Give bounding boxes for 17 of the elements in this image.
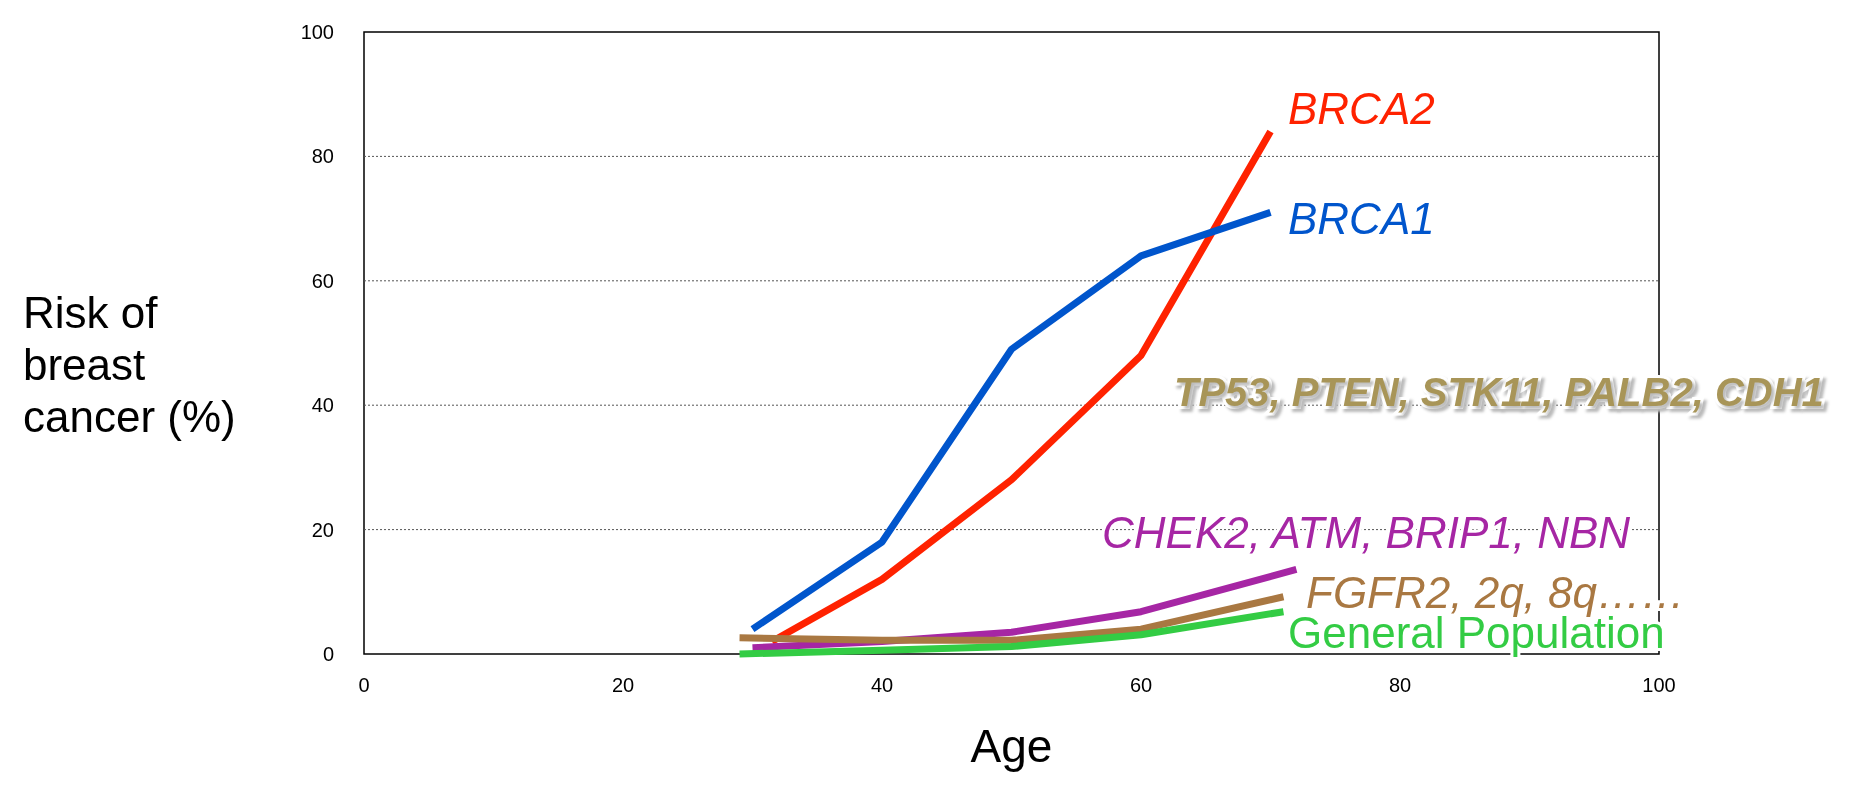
x-tick-label: 20 — [611, 674, 635, 696]
y-axis-title: Risk of breast cancer (%) — [23, 288, 236, 441]
x-tick-label: 0 — [358, 674, 370, 696]
y-tick-label: 100 — [300, 21, 334, 43]
series-label: CHEK2, ATM, BRIP1, NBN — [1102, 508, 1631, 557]
x-axis-title: Age — [970, 720, 1053, 772]
series-label: BRCA2 — [1288, 84, 1435, 133]
y-tick-label: 40 — [311, 394, 334, 417]
y-tick-label: 80 — [311, 145, 334, 168]
x-tick-label: 60 — [1129, 674, 1153, 696]
series-label: BRCA1 — [1288, 194, 1435, 243]
y-tick-label: 60 — [311, 269, 334, 292]
y-tick-label: 20 — [311, 518, 334, 541]
x-tick-label: 100 — [1642, 674, 1676, 696]
x-tick-label: 40 — [870, 674, 894, 696]
x-tick-label: 80 — [1388, 674, 1412, 696]
y-tick-label: 0 — [322, 643, 334, 665]
